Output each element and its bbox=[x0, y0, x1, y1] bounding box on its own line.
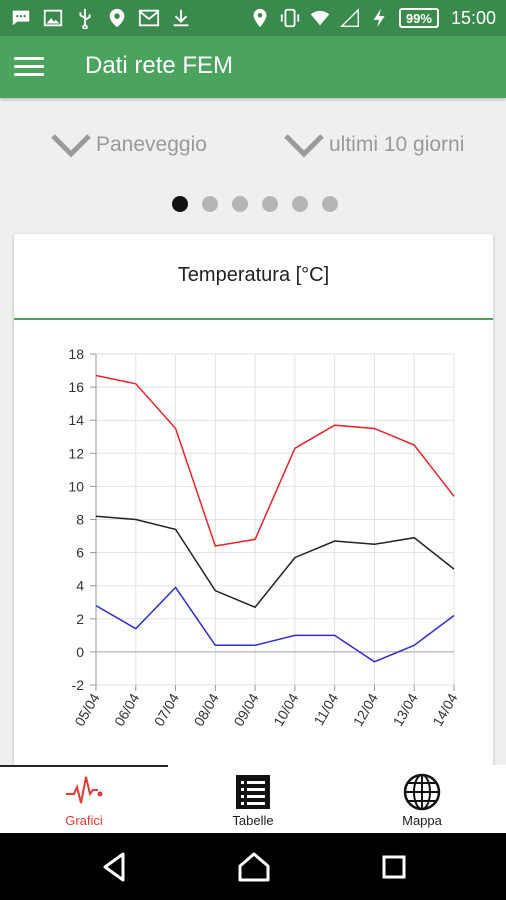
station-selector-label: Paneveggio bbox=[96, 133, 207, 156]
globe-icon bbox=[403, 773, 441, 811]
y-tick-label: 18 bbox=[68, 346, 84, 362]
x-tick-label: 07/04 bbox=[151, 690, 182, 729]
chat-icon bbox=[12, 10, 30, 26]
chevron-down-icon bbox=[284, 134, 324, 158]
image-icon bbox=[43, 9, 63, 27]
location-icon bbox=[253, 8, 267, 28]
tab-grafici[interactable]: Grafici bbox=[0, 765, 168, 833]
app-title: Dati rete FEM bbox=[85, 52, 234, 79]
x-tick-label: 11/04 bbox=[310, 690, 341, 728]
chevron-down-icon bbox=[51, 134, 91, 158]
tab-grafici-label: Grafici bbox=[65, 813, 103, 828]
tab-tabelle-label: Tabelle bbox=[232, 813, 274, 828]
page-dot[interactable] bbox=[322, 196, 338, 212]
x-tick-label: 12/04 bbox=[350, 690, 381, 729]
page-dot[interactable] bbox=[202, 196, 218, 212]
series-line bbox=[95, 515, 455, 609]
y-tick-label: 12 bbox=[68, 445, 84, 461]
vibrate-icon bbox=[280, 8, 300, 28]
period-selector[interactable]: ultimi 10 giorni bbox=[283, 128, 464, 162]
x-tick-label: 08/04 bbox=[191, 690, 222, 729]
tab-mappa[interactable]: Mappa bbox=[338, 765, 506, 833]
wifi-icon bbox=[310, 10, 330, 26]
page-dot[interactable] bbox=[232, 196, 248, 212]
page-dot[interactable] bbox=[262, 196, 278, 212]
x-tick-label: 14/04 bbox=[429, 690, 460, 729]
y-tick-label: 16 bbox=[68, 379, 84, 395]
recents-icon[interactable] bbox=[376, 849, 412, 885]
x-tick-label: 09/04 bbox=[230, 690, 261, 729]
signal-icon bbox=[340, 8, 359, 27]
back-icon[interactable] bbox=[97, 849, 133, 885]
y-tick-label: 14 bbox=[68, 412, 84, 428]
x-tick-label: 06/04 bbox=[111, 690, 142, 729]
temperature-chart: 18 16 14 12 10 8 6 4 2 0 -205/04 06/04 07/04 08/04 09/… bbox=[68, 346, 460, 729]
active-tab-indicator bbox=[0, 765, 168, 767]
x-tick-label: 13/04 bbox=[389, 690, 420, 729]
charging-icon bbox=[373, 8, 385, 28]
period-selector-label: ultimi 10 giorni bbox=[329, 133, 465, 156]
x-tick-label: 05/04 bbox=[71, 690, 102, 729]
clock: 15:00 bbox=[450, 7, 496, 28]
download-icon bbox=[173, 9, 189, 27]
menu-icon[interactable] bbox=[14, 54, 44, 80]
page-dot[interactable] bbox=[292, 196, 308, 212]
y-tick-label: 6 bbox=[76, 545, 84, 561]
system-status: 99% 15:00 bbox=[249, 0, 496, 36]
x-tick-label: 10/04 bbox=[270, 690, 301, 729]
y-tick-label: 0 bbox=[76, 644, 84, 660]
tab-mappa-label: Mappa bbox=[402, 813, 442, 828]
list-icon bbox=[236, 775, 270, 809]
location-pin-icon bbox=[109, 8, 125, 28]
chart-title: Temperatura [°C] bbox=[177, 264, 330, 286]
bottom-navigation: Grafici Tabelle Mappa bbox=[0, 765, 506, 833]
chart-card: Temperatura [°C] 18 16 14 12 10 8 6 4 2 0 -2 05/04 0… bbox=[14, 234, 493, 774]
y-tick-label: 2 bbox=[76, 611, 84, 627]
status-bar: 99% 15:00 bbox=[0, 0, 506, 36]
battery-indicator: 99% bbox=[398, 8, 439, 28]
app-bar: Dati rete FEM bbox=[0, 36, 506, 98]
page-indicator bbox=[172, 196, 338, 212]
usb-icon bbox=[79, 8, 91, 29]
station-selector[interactable]: Paneveggio bbox=[50, 128, 207, 162]
heartbeat-icon bbox=[66, 776, 103, 804]
filter-selectors: Paneveggio ultimi 10 giorni bbox=[0, 118, 506, 172]
mail-icon bbox=[138, 9, 160, 27]
series-line bbox=[95, 586, 455, 663]
card-divider bbox=[14, 318, 493, 320]
home-icon[interactable] bbox=[236, 849, 272, 885]
y-tick-label: -2 bbox=[72, 677, 85, 693]
y-tick-label: 4 bbox=[76, 578, 84, 594]
system-navigation-bar bbox=[0, 833, 506, 900]
tab-tabelle[interactable]: Tabelle bbox=[169, 765, 337, 833]
y-tick-label: 10 bbox=[68, 478, 84, 494]
series-line bbox=[95, 374, 455, 547]
page-dot[interactable] bbox=[172, 196, 188, 212]
y-tick-label: 8 bbox=[76, 512, 84, 528]
notification-icons bbox=[10, 7, 192, 29]
